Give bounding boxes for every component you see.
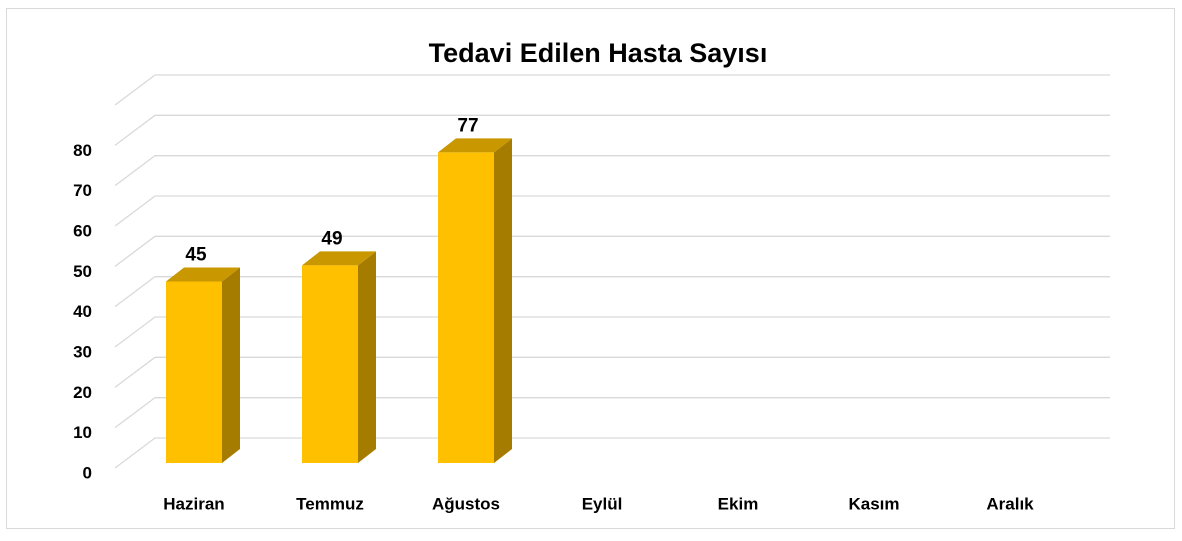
y-tick-label: 70 bbox=[73, 181, 92, 200]
grid-line bbox=[114, 195, 1110, 227]
bar-side bbox=[358, 251, 376, 463]
x-tick-label: Eylül bbox=[582, 494, 623, 513]
y-tick-label: 60 bbox=[73, 221, 92, 240]
data-label: 77 bbox=[457, 115, 478, 136]
x-tick-label: Aralık bbox=[986, 494, 1034, 513]
data-label: 49 bbox=[321, 228, 342, 249]
y-tick-label: 10 bbox=[73, 423, 92, 442]
grid-line bbox=[114, 235, 1110, 267]
bar-side bbox=[222, 267, 240, 463]
grid-line bbox=[114, 437, 1110, 469]
x-tick-label: Ağustos bbox=[432, 494, 500, 513]
y-tick-label: 80 bbox=[73, 141, 92, 160]
data-label: 45 bbox=[185, 245, 207, 266]
bar bbox=[166, 267, 240, 463]
bar bbox=[438, 138, 512, 463]
grid bbox=[114, 74, 1110, 469]
bar bbox=[302, 251, 376, 463]
y-tick-label: 50 bbox=[73, 262, 92, 281]
y-tick-label: 40 bbox=[73, 302, 92, 321]
y-tick-label: 0 bbox=[83, 463, 92, 482]
grid-line bbox=[114, 114, 1110, 146]
x-tick-label: Ekim bbox=[718, 494, 759, 513]
chart-title: Tedavi Edilen Hasta Sayısı bbox=[429, 38, 768, 68]
bar-front bbox=[302, 265, 358, 463]
grid-line bbox=[114, 316, 1110, 348]
bar-top bbox=[166, 267, 240, 282]
y-tick-label: 30 bbox=[73, 342, 92, 361]
bar-front bbox=[166, 281, 222, 463]
y-tick-label: 20 bbox=[73, 383, 92, 402]
bars bbox=[166, 138, 512, 463]
bar-side bbox=[494, 138, 512, 463]
grid-line bbox=[114, 276, 1110, 308]
bar-top bbox=[302, 251, 376, 266]
x-tick-label: Haziran bbox=[163, 494, 224, 513]
x-tick-label: Kasım bbox=[848, 494, 899, 513]
grid-line bbox=[114, 397, 1110, 429]
grid-line bbox=[114, 356, 1110, 388]
x-tick-label: Temmuz bbox=[296, 494, 364, 513]
grid-line bbox=[114, 155, 1110, 187]
wall-edge bbox=[114, 74, 1110, 106]
bar-front bbox=[438, 152, 494, 463]
bar-top bbox=[438, 138, 512, 153]
